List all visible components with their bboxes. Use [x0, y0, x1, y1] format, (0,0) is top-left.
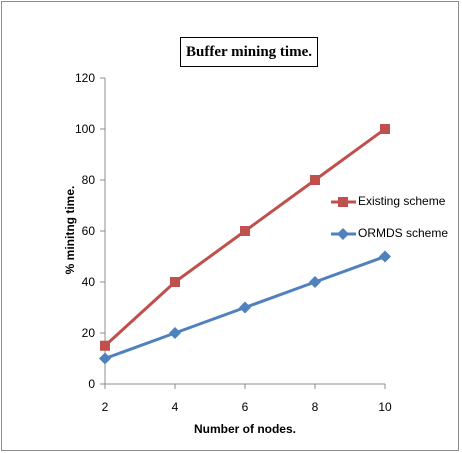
x-tick-label: 6	[242, 400, 249, 414]
data-point-1	[379, 250, 391, 263]
y-tick-label: 120	[75, 71, 95, 85]
y-tick-label: 100	[75, 122, 95, 136]
data-point-0	[100, 340, 110, 351]
y-tick-label: 40	[82, 275, 96, 289]
y-axis-label: % minitng time.	[63, 185, 77, 275]
x-tick-label: 2	[102, 400, 109, 414]
data-point-1	[169, 327, 181, 339]
x-tick-label: 4	[172, 400, 179, 414]
x-axis-label: Number of nodes.	[193, 422, 296, 436]
y-tick-label: 0	[88, 377, 95, 391]
legend-label-existing: Existing scheme	[358, 194, 446, 208]
data-point-0	[380, 124, 390, 134]
data-point-1	[309, 276, 321, 288]
legend-label-ormds: ORMDS scheme	[358, 226, 449, 240]
legend-swatch-marker-1	[337, 228, 349, 240]
data-point-0	[170, 277, 180, 287]
x-tick-label: 10	[378, 400, 392, 414]
data-point-1	[239, 301, 251, 314]
y-tick-label: 80	[82, 173, 96, 187]
y-tick-label: 60	[82, 224, 96, 238]
data-point-0	[240, 226, 250, 236]
data-point-0	[310, 175, 320, 185]
x-tick-label: 8	[312, 400, 319, 414]
data-point-1	[99, 352, 111, 365]
chart-title: Buffer mining time.	[180, 37, 318, 67]
legend-swatch-marker-0	[338, 197, 348, 207]
y-tick-label: 20	[82, 326, 96, 340]
